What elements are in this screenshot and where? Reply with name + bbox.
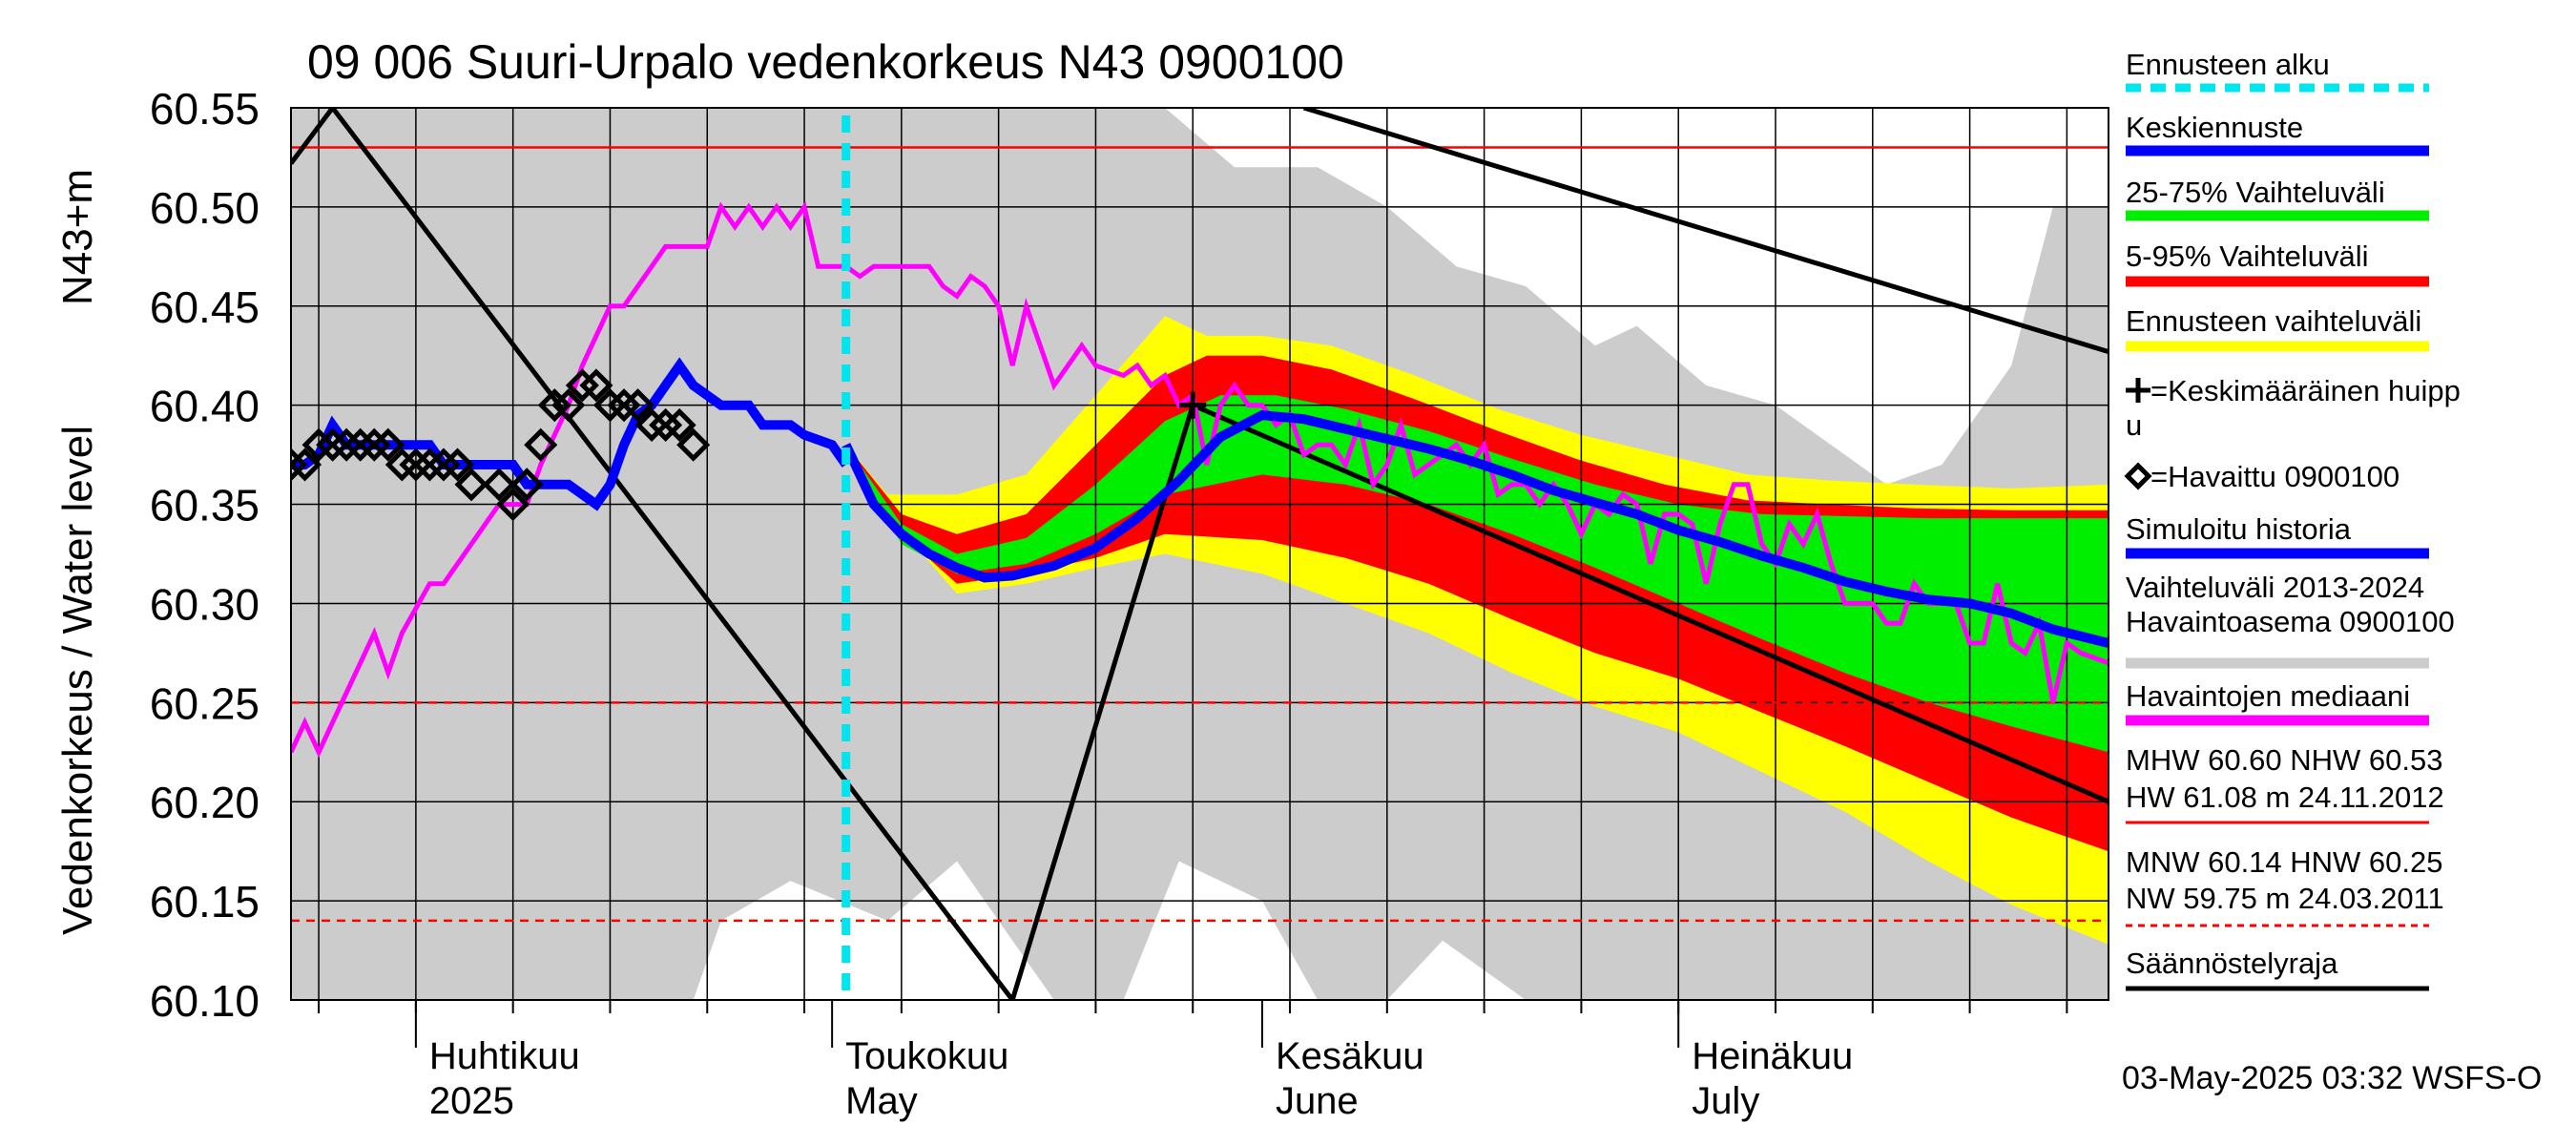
observed-point [621, 388, 655, 423]
month-label-en: May [845, 1080, 918, 1122]
legend-label-line2: u [2126, 408, 2142, 442]
legend-label: MHW 60.60 NHW 60.53 [2126, 743, 2443, 777]
y-tick-label: 60.45 [150, 282, 260, 332]
regulation-limit-line-upper [1302, 108, 2109, 354]
observed-point [440, 448, 475, 482]
observed-point [649, 407, 683, 442]
observed-point [343, 427, 378, 462]
observed-point [357, 427, 391, 462]
legend-label: Ennusteen vaihteluväli [2126, 304, 2421, 338]
observed-point [524, 427, 558, 462]
observed-point [496, 488, 530, 522]
observed-point [301, 427, 336, 462]
observed-point [384, 448, 419, 482]
observed-point [426, 448, 461, 482]
legend-label-line2: Havaintoasema 0900100 [2126, 605, 2455, 638]
chart-title: 09 006 Suuri-Urpalo vedenkorkeus N43 090… [307, 35, 1344, 89]
observed-point [592, 388, 628, 423]
y-tick-label: 60.15 [150, 877, 260, 926]
legend-label: 25-75% Vaihteluväli [2126, 176, 2385, 209]
y-tick-label: 60.55 [150, 84, 260, 134]
legend-label: MNW 60.14 HNW 60.25 [2126, 845, 2443, 879]
legend-label: Simuloitu historia [2126, 512, 2352, 546]
legend-label-line2: HW 61.08 m 24.11.2012 [2126, 781, 2444, 814]
y-axis-unit-label: N43+m [54, 169, 101, 305]
y-axis-label: Vedenkorkeus / Water level [54, 426, 101, 935]
mean-forecast-line [841, 409, 2109, 648]
observed-point [482, 468, 516, 502]
legend-label-line2: NW 59.75 m 24.03.2011 [2126, 882, 2444, 915]
legend-label: =Havaittu 0900100 [2150, 460, 2399, 493]
legend-label: Säännöstelyraja [2126, 947, 2338, 980]
timestamp: 03-May-2025 03:32 WSFS-O [2122, 1060, 2542, 1096]
y-tick-label: 60.40 [150, 382, 260, 431]
observed-point [371, 427, 405, 462]
month-label-fi: Toukokuu [845, 1035, 1008, 1077]
y-tick-label: 60.50 [150, 183, 260, 233]
month-label-en: 2025 [429, 1080, 514, 1122]
legend-diamond [2124, 462, 2152, 490]
observed-point [454, 468, 488, 502]
legend-label: 5-95% Vaihteluväli [2126, 239, 2368, 273]
observed-point [607, 388, 641, 423]
observed-point [399, 448, 433, 482]
y-tick-labels: 60.55 60.50 60.45 60.40 60.35 60.30 60.25 60.20… [150, 84, 260, 1026]
month-label-fi: Kesäkuu [1276, 1035, 1424, 1077]
legend-label: Keskiennuste [2126, 111, 2303, 144]
simulated-history-line [291, 357, 850, 511]
observed-point [634, 407, 669, 442]
band-25-75 [845, 395, 2109, 753]
legend-label: Vaihteluväli 2013-2024 [2126, 571, 2424, 604]
legend: Ennusteen alku Keskiennuste 25-75% Vaihtel… [2124, 48, 2461, 991]
observed-point [551, 388, 586, 423]
observed-points [291, 368, 711, 522]
regulation-limit-line [291, 108, 2109, 1000]
observed-point [579, 368, 613, 403]
observed-point [509, 468, 544, 502]
month-label-fi: Heinäkuu [1692, 1035, 1853, 1077]
observed-point [565, 368, 599, 403]
reference-lines [291, 146, 2109, 923]
observed-point [412, 448, 447, 482]
plot-frame [290, 107, 2109, 1001]
observed-point [537, 388, 571, 423]
y-tick-label: 60.20 [150, 778, 260, 827]
month-label-en: June [1276, 1080, 1359, 1122]
axis-ticks [318, 1000, 2068, 1048]
month-label-fi: Huhtikuu [429, 1035, 580, 1077]
observed-point [662, 407, 696, 442]
y-tick-label: 60.35 [150, 481, 260, 531]
legend-label: Ennusteen alku [2126, 48, 2330, 81]
observed-point [329, 427, 364, 462]
observed-point [676, 427, 711, 462]
mean-peak-marker [1179, 391, 1207, 419]
observed-point [291, 448, 322, 482]
observed-point [291, 448, 308, 482]
y-tick-label: 60.10 [150, 976, 260, 1026]
y-tick-label: 60.25 [150, 678, 260, 728]
y-tick-label: 60.30 [150, 579, 260, 629]
legend-label: =Keskimääräinen huipp [2150, 374, 2461, 407]
legend-label: Havaintojen mediaani [2126, 679, 2410, 713]
observed-point [316, 427, 350, 462]
month-label-en: July [1692, 1080, 1759, 1122]
